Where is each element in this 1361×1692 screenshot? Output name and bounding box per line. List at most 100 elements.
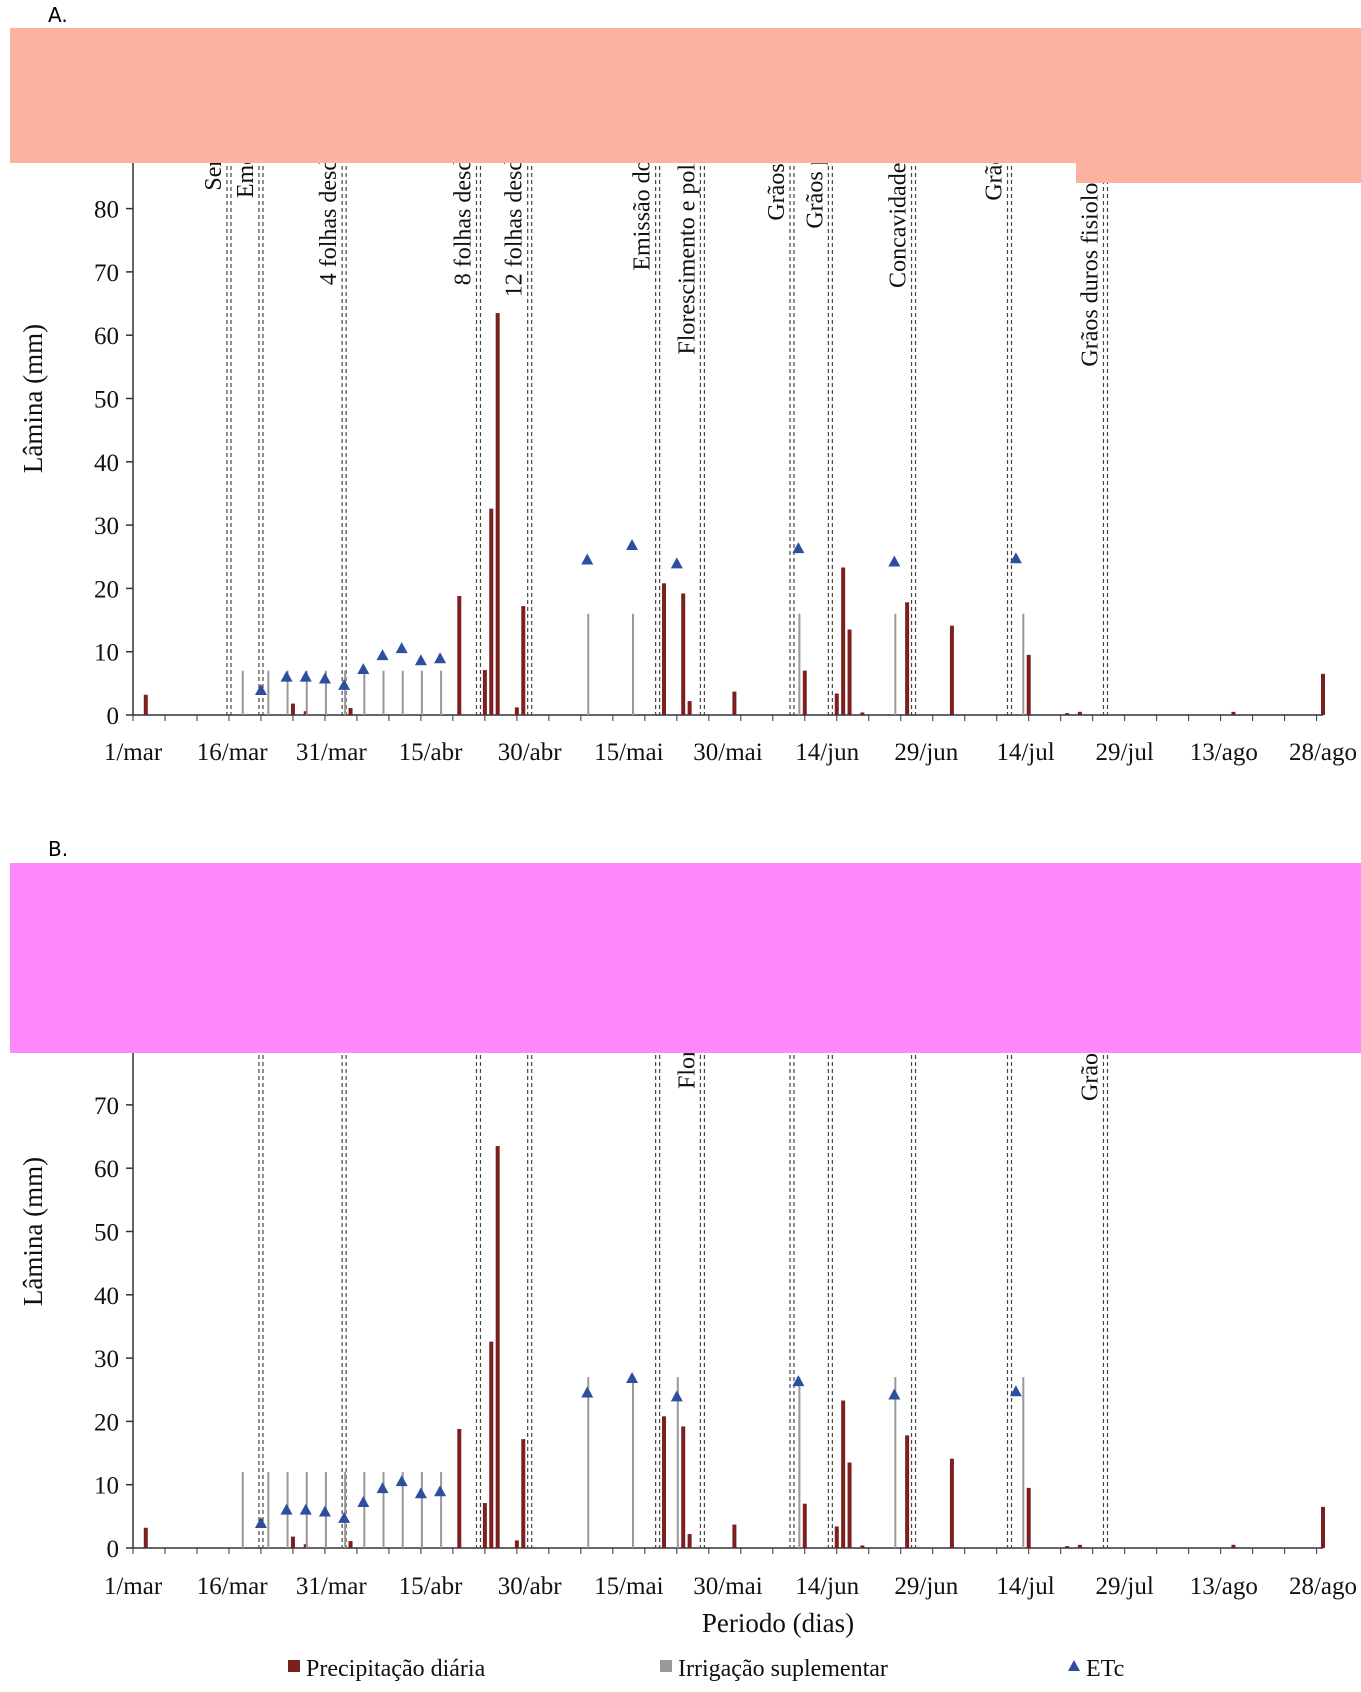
irrigation-bar	[798, 1377, 801, 1548]
etc-marker	[626, 1371, 639, 1383]
y-tick-label: 40	[94, 1283, 119, 1310]
precipitation-bar	[949, 625, 954, 715]
legend-label: Precipitação diária	[306, 1656, 486, 1682]
etc-marker	[376, 1482, 389, 1494]
etc-marker	[254, 1516, 267, 1528]
x-tick-label: 13/ago	[1190, 1573, 1258, 1600]
irrigation-bar	[798, 613, 801, 715]
y-tick-label: 20	[94, 576, 119, 603]
x-tick-label: 14/jul	[996, 1573, 1054, 1600]
irrigation-bar	[894, 613, 897, 715]
precipitation-bar	[143, 694, 148, 715]
irrigation-bar	[382, 1472, 385, 1548]
etc-marker	[414, 1487, 427, 1499]
x-tick-label: 16/mar	[197, 739, 268, 766]
x-tick-label: 15/mai	[594, 739, 663, 766]
y-tick-label: 10	[94, 1473, 119, 1500]
irrigation-bar	[401, 670, 404, 715]
precipitation-bar	[860, 1545, 865, 1548]
irrigation-bar	[587, 613, 590, 715]
y-tick-label: 70	[94, 1093, 119, 1120]
etc-marker	[888, 1388, 901, 1400]
y-tick-label: 80	[94, 197, 119, 224]
precipitation-bar	[681, 1426, 686, 1548]
precipitation-bar	[1065, 1546, 1070, 1548]
x-tick-label: 1/mar	[104, 1573, 163, 1600]
y-tick-label: 50	[94, 1220, 119, 1247]
image-artifact-overlays	[10, 28, 1361, 1053]
x-axis-title: Periodo (dias)	[702, 1608, 854, 1638]
x-tick-label: 31/mar	[296, 1573, 367, 1600]
precipitation-bar	[482, 670, 487, 715]
x-tick-label: 28/ago	[1289, 739, 1357, 766]
precipitation-bar	[482, 1503, 487, 1548]
etc-marker	[357, 663, 370, 675]
irrigation-bar	[420, 1472, 423, 1548]
precipitation-bar	[949, 1458, 954, 1548]
overlay-band-b	[10, 863, 1361, 1013]
irrigation-bar	[401, 1472, 404, 1548]
chart-legend: Precipitação diária Irrigação suplementar…	[288, 1656, 1124, 1682]
etc-marker	[318, 1505, 331, 1517]
irrigation-bar	[344, 1472, 347, 1548]
precipitation-bar	[681, 593, 686, 715]
precipitation-bar	[905, 602, 910, 715]
etc-marker	[670, 1390, 683, 1402]
irrigation-bar	[440, 1472, 443, 1548]
precipitation-bar	[521, 1439, 526, 1548]
y-tick-label: 0	[107, 1536, 120, 1563]
x-tick-label: 30/abr	[498, 739, 563, 766]
irrigation-bar	[676, 1377, 679, 1548]
etc-marker	[1009, 1385, 1022, 1397]
irrigation-bar	[344, 670, 347, 715]
precipitation-bar	[489, 1341, 494, 1548]
etc-marker	[414, 654, 427, 666]
precipitation-bar	[1077, 1544, 1082, 1548]
etc-marker	[280, 1503, 293, 1515]
precipitation-bar	[847, 629, 852, 715]
overlay-band-a	[10, 28, 1361, 163]
precipitation-bar	[143, 1527, 148, 1548]
precipitation-bar	[495, 313, 500, 715]
etc-marker	[338, 1511, 351, 1523]
y-tick-label: 20	[94, 1409, 119, 1436]
precipitation-bar	[802, 670, 807, 715]
precipitation-bar	[457, 595, 462, 715]
etc-marker	[888, 555, 901, 567]
x-tick-label: 31/mar	[296, 739, 367, 766]
etc-marker	[299, 1503, 312, 1515]
precipitation-bar	[1065, 713, 1070, 715]
precipitation-bar	[1077, 711, 1082, 715]
irrigation-bar	[1022, 613, 1025, 715]
irrigation-bar	[286, 670, 289, 715]
irrigation-bar	[363, 670, 366, 715]
etc-marker	[626, 538, 639, 550]
etc-marker	[280, 670, 293, 682]
etc-marker	[254, 683, 267, 695]
x-tick-label: 29/jul	[1095, 739, 1153, 766]
y-tick-label: 50	[94, 387, 119, 414]
precipitation-bar	[834, 1526, 839, 1548]
x-tick-label: 30/abr	[498, 1573, 563, 1600]
y-tick-label: 30	[94, 1346, 119, 1373]
etc-marker	[792, 1375, 805, 1387]
irrigation-bar	[632, 613, 635, 715]
precipitation-bar	[348, 1541, 353, 1548]
precipitation-bar	[905, 1435, 910, 1548]
panel-label: A.	[48, 3, 68, 27]
overlay-band-b-lower	[10, 1013, 1361, 1053]
legend-marker	[288, 1660, 300, 1672]
precipitation-bar	[290, 703, 295, 715]
x-tick-label: 30/mai	[693, 739, 762, 766]
etc-marker	[395, 642, 408, 654]
irrigation-bar	[267, 670, 270, 715]
precipitation-bar	[687, 1534, 692, 1548]
precipitation-bar	[841, 567, 846, 715]
etc-marker	[395, 1475, 408, 1487]
panel-label: B.	[48, 837, 68, 861]
precipitation-bar	[1026, 654, 1031, 715]
precipitation-bar	[457, 1428, 462, 1548]
etc-marker	[357, 1496, 370, 1508]
y-tick-label: 60	[94, 1156, 119, 1183]
x-tick-label: 29/jun	[894, 739, 958, 766]
